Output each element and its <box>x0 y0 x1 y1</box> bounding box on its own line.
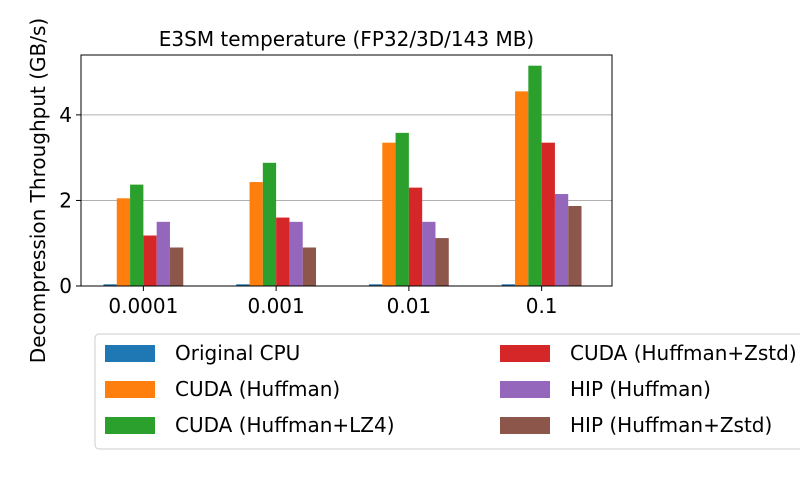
bar <box>568 206 582 286</box>
legend-label: CUDA (Huffman+Zstd) <box>570 341 797 365</box>
bar <box>422 221 436 286</box>
bar <box>289 221 303 286</box>
x-tick-label: 0.01 <box>387 294 432 318</box>
bar <box>408 187 423 286</box>
bar <box>236 284 250 286</box>
legend-swatch <box>500 345 550 362</box>
bar <box>515 91 529 286</box>
bar <box>554 194 569 286</box>
bars <box>103 65 582 286</box>
bar <box>262 162 277 286</box>
y-tick-label: 2 <box>59 188 72 212</box>
bar <box>156 221 170 286</box>
bar <box>103 284 117 286</box>
legend-swatch <box>500 381 550 398</box>
bar <box>395 132 409 286</box>
legend-swatch <box>105 417 155 434</box>
x-tick-label: 0.0001 <box>108 294 178 318</box>
x-tick-label: 0.1 <box>526 294 558 318</box>
legend: Original CPU CUDA (Huffman) CUDA (Huffman+… <box>94 333 800 450</box>
legend-label: Original CPU <box>175 341 300 365</box>
bar <box>130 184 144 286</box>
bar <box>501 284 516 286</box>
y-axis-title: Decompression Throughput (GB/s) <box>26 18 50 363</box>
x-tick-label: 0.001 <box>247 294 304 318</box>
bar <box>382 142 396 286</box>
legend-box <box>94 333 800 450</box>
bar <box>143 235 157 286</box>
legend-swatch <box>105 345 155 362</box>
legend-swatch <box>105 381 155 398</box>
y-axis-ticks: 0 2 4 <box>59 103 81 298</box>
bar <box>528 65 542 286</box>
chart-title: E3SM temperature (FP32/3D/143 MB) <box>159 27 534 51</box>
bar <box>368 284 383 286</box>
legend-label: HIP (Huffman+Zstd) <box>570 413 772 437</box>
legend-label: HIP (Huffman) <box>570 377 711 401</box>
bar <box>541 142 555 286</box>
x-axis-ticks: 0.0001 0.001 0.01 0.1 <box>108 286 558 318</box>
y-tick-label: 0 <box>59 274 72 298</box>
legend-label: CUDA (Huffman) <box>175 377 340 401</box>
legend-label: CUDA (Huffman+LZ4) <box>175 413 395 437</box>
bar <box>249 182 263 286</box>
bar <box>302 247 317 286</box>
bar <box>169 247 184 286</box>
bar <box>276 217 290 286</box>
legend-swatch <box>500 417 550 434</box>
y-tick-label: 4 <box>59 103 72 127</box>
plot-frame <box>80 54 613 287</box>
bar <box>435 238 449 286</box>
bar <box>116 198 131 286</box>
